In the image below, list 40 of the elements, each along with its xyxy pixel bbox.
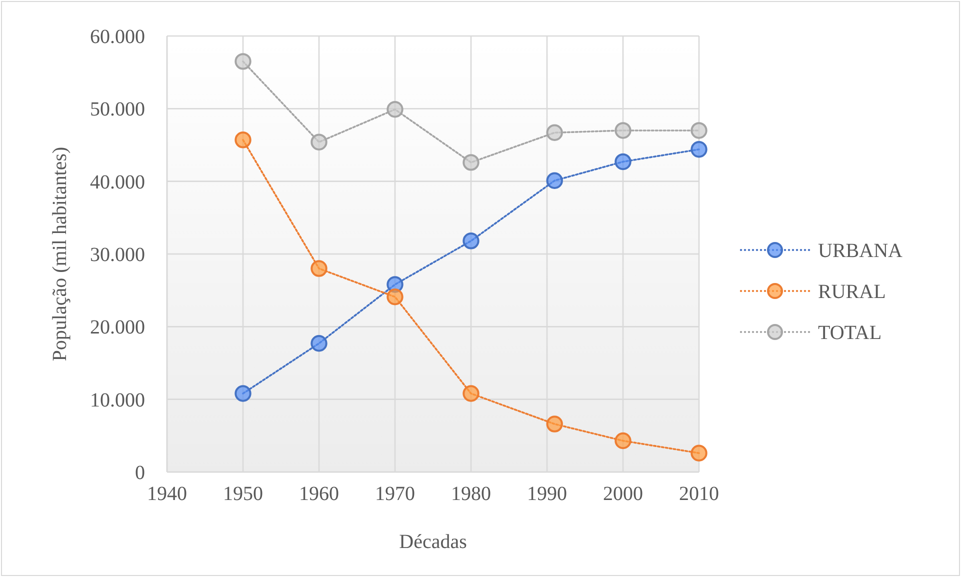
point: [386, 101, 404, 118]
point: [614, 432, 632, 450]
x-axis-title: Décadas: [399, 531, 468, 553]
y-tick-label: 40.000: [90, 171, 145, 194]
point: [546, 416, 563, 432]
point: [386, 288, 404, 306]
x-tick-label: 2010: [679, 483, 719, 506]
y-tick-label: 50.000: [90, 98, 145, 121]
x-tick-label: 1950: [223, 483, 263, 506]
y-tick-label: 20.000: [90, 316, 145, 339]
x-tick-label: 2000: [603, 483, 643, 506]
point: [462, 154, 480, 171]
y-tick-label: 10.000: [90, 389, 145, 412]
point: [310, 260, 328, 277]
point: [234, 385, 252, 402]
point: [462, 232, 480, 250]
y-axis-title: População (mil habitantes): [49, 146, 71, 362]
legend-label: RURAL: [818, 281, 886, 303]
x-tick-label: 1990: [527, 483, 567, 506]
point: [690, 444, 708, 462]
legend-label: URBANA: [818, 240, 904, 262]
point: [462, 385, 480, 402]
point: [310, 335, 328, 352]
legend-label: TOTAL: [818, 322, 882, 344]
point: [690, 122, 708, 139]
point: [614, 122, 632, 139]
point: [546, 124, 563, 141]
x-tick-label: 1970: [375, 483, 415, 506]
y-tick-label: 60.000: [90, 26, 145, 48]
point: [690, 141, 708, 158]
point: [234, 53, 252, 70]
y-tick-label: 30.000: [90, 244, 145, 266]
point: [614, 153, 632, 170]
y-tick-label: 0: [135, 462, 145, 484]
point: [310, 134, 328, 150]
x-tick-label: 1960: [299, 483, 339, 506]
point: [546, 172, 563, 189]
x-tick-label: 1940: [147, 483, 187, 506]
x-tick-label: 1980: [451, 483, 491, 506]
point: [234, 132, 252, 148]
